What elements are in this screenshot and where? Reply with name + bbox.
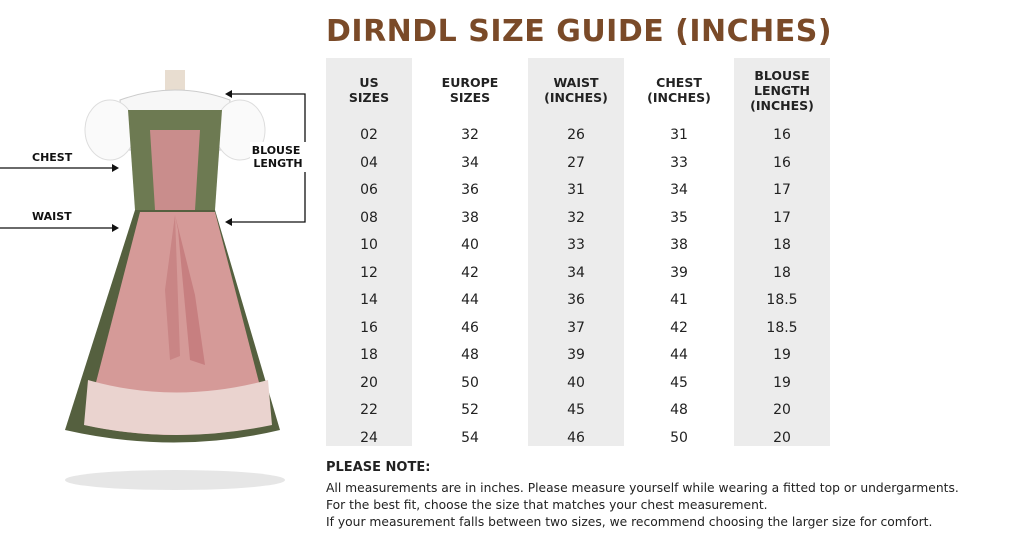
table-cell: 46 [567, 429, 585, 446]
table-cell: 37 [567, 319, 585, 336]
table-cell: 45 [670, 374, 688, 391]
table-cell: 44 [670, 347, 688, 363]
table-cell: 50 [670, 429, 688, 446]
table-cell: 19 [773, 374, 791, 391]
table-cell: 27 [567, 154, 585, 171]
table-cell: 50 [461, 374, 479, 391]
table-cell: 17 [773, 182, 791, 198]
table-cell: 14 [360, 292, 378, 308]
blouse-length-label: BLOUSE LENGTH [252, 144, 305, 170]
table-cell: 22 [360, 402, 378, 418]
table-cell: 31 [670, 127, 688, 143]
table-cell: 41 [670, 292, 688, 308]
title: DIRNDL SIZE GUIDE (INCHES) [326, 14, 833, 49]
table-cell: 31 [567, 182, 585, 198]
table-cell: 16 [360, 319, 378, 336]
table-cell: 34 [461, 154, 479, 171]
table-cell: 52 [461, 402, 479, 418]
table-cell: 18 [360, 347, 378, 363]
table-cell: 19 [773, 347, 791, 363]
table-cell: 10 [360, 237, 378, 253]
column: WAIST (INCHES) 26 27 31 32 33 34 36 37 39 40 45 46 [528, 58, 624, 446]
table-cell: 24 [360, 429, 378, 446]
table-cell: 08 [360, 209, 378, 226]
column-header: BLOUSE LENGTH (INCHES) [750, 67, 814, 113]
table-cell: 02 [360, 127, 378, 143]
table-cell: 42 [461, 264, 479, 281]
table-cell: 18 [773, 264, 791, 281]
table-cell: 12 [360, 264, 378, 281]
table-cell: 20 [773, 429, 791, 446]
table-cell: 44 [461, 292, 479, 308]
column: US SIZES 02 04 06 08 10 12 14 16 18 20 22 24 [326, 58, 412, 446]
table-cell: 48 [670, 402, 688, 418]
table-cell: 33 [567, 237, 585, 253]
table-cell: 33 [670, 154, 688, 171]
table-cell: 39 [567, 347, 585, 363]
note-line: For the best fit, choose the size that m… [326, 498, 768, 512]
table-cell: 26 [567, 127, 585, 143]
table-cell: 18.5 [766, 319, 798, 336]
table-cell: 16 [773, 154, 791, 171]
column-header: WAIST (INCHES) [544, 75, 608, 105]
table-cell: 35 [670, 209, 688, 226]
table-cell: 45 [567, 402, 585, 418]
note: PLEASE NOTE: All measurements are in inc… [326, 459, 959, 531]
table-cell: 17 [773, 209, 791, 226]
table-cell: 54 [461, 429, 479, 446]
note-heading: PLEASE NOTE: [326, 460, 431, 475]
table-cell: 40 [567, 374, 585, 391]
table-cell: 40 [461, 237, 479, 253]
table-cell: 20 [360, 374, 378, 391]
dress-figure: CHEST WAIST BLOUSE LENGTH [0, 70, 306, 490]
table-cell: 18 [773, 237, 791, 253]
waist-label: WAIST [32, 210, 72, 223]
chest-label: CHEST [32, 151, 73, 164]
label-line: BLOUSE [252, 144, 301, 157]
table-cell: 04 [360, 154, 378, 171]
column-header: CHEST (INCHES) [647, 75, 711, 105]
size-table: US SIZES 02 04 06 08 10 12 14 16 18 20 22 24 EUROPE S… [326, 58, 830, 446]
column: BLOUSE LENGTH (INCHES) 16 16 17 17 18 18 18.5 18… [734, 58, 830, 446]
table-cell: 20 [773, 402, 791, 418]
table-cell: 48 [461, 347, 479, 363]
table-cell: 34 [670, 182, 688, 198]
table-cell: 32 [461, 127, 479, 143]
note-line: If your measurement falls between two si… [326, 515, 933, 529]
table-cell: 42 [670, 319, 688, 336]
table-cell: 46 [461, 319, 479, 336]
column: EUROPE SIZES 32 34 36 38 40 42 44 46 48 50 52 54 [412, 58, 528, 446]
table-cell: 16 [773, 127, 791, 143]
table-cell: 39 [670, 264, 688, 281]
table-cell: 18.5 [766, 292, 798, 308]
table-cell: 06 [360, 182, 378, 198]
column-header: EUROPE SIZES [441, 75, 499, 105]
table-cell: 36 [567, 292, 585, 308]
table-cell: 38 [461, 209, 479, 226]
label-line: LENGTH [253, 157, 302, 170]
table-cell: 36 [461, 182, 479, 198]
column-header: US SIZES [348, 75, 390, 105]
table-cell: 38 [670, 237, 688, 253]
note-line: All measurements are in inches. Please m… [326, 481, 959, 495]
column: CHEST (INCHES) 31 33 34 35 38 39 41 42 44 45 48 50 [624, 58, 734, 446]
table-cell: 32 [567, 209, 585, 226]
table-cell: 34 [567, 264, 585, 281]
